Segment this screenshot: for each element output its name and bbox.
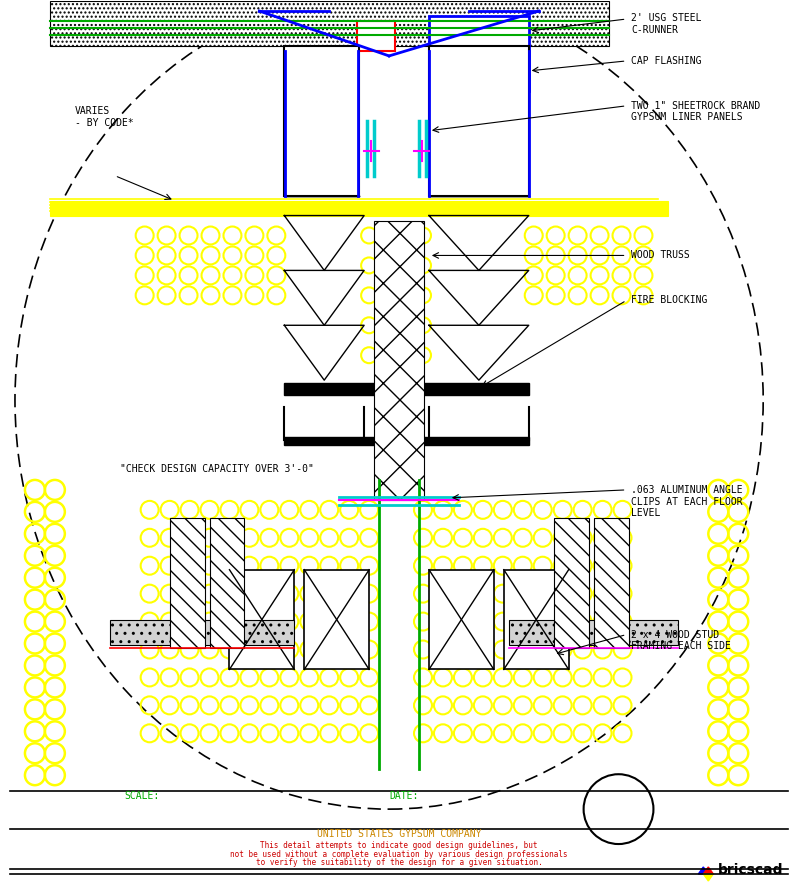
Bar [357,21,395,51]
Bar [429,570,494,670]
Bar [62,200,63,215]
Text: .063 ALUMINUM ANGLE
CLIPS AT EACH FLOOR
LEVEL: .063 ALUMINUM ANGLE CLIPS AT EACH FLOOR … [631,485,743,518]
Bar [170,517,205,648]
Text: VARIES
- BY CODE*: VARIES - BY CODE* [75,106,134,128]
Bar [374,221,424,500]
Bar [54,200,55,215]
Bar [50,1,609,46]
Bar [509,619,678,644]
Text: FIRE BLOCKING: FIRE BLOCKING [631,295,708,306]
Bar [304,570,369,670]
Text: bricscad: bricscad [718,863,784,877]
Bar [284,46,359,196]
Bar [284,437,529,445]
Text: WOOD TRUSS: WOOD TRUSS [631,251,690,260]
Bar [594,517,629,648]
Text: 2' USG STEEL
C-RUNNER: 2' USG STEEL C-RUNNER [631,13,702,35]
Bar [50,200,669,215]
Text: 2 x 4 WOOD STUD
FRAMING EACH SIDE: 2 x 4 WOOD STUD FRAMING EACH SIDE [631,630,731,651]
Bar [58,200,59,215]
Bar [504,570,569,670]
Text: UNITED STATES GYPSUM COMPANY: UNITED STATES GYPSUM COMPANY [317,829,482,839]
Text: "CHECK DESIGN CAPACITY OVER 3'-0": "CHECK DESIGN CAPACITY OVER 3'-0" [120,464,314,474]
Text: not be used without a complete evaluation by various design professionals: not be used without a complete evaluatio… [230,850,568,859]
Bar [52,200,54,215]
Text: CAP FLASHING: CAP FLASHING [631,56,702,66]
Text: to verify the suitability of the design for a given situation.: to verify the suitability of the design … [256,858,542,867]
Bar [210,517,245,648]
Text: SCALE:: SCALE: [125,791,160,801]
Bar [429,16,529,91]
Text: DATE:: DATE: [389,791,418,801]
Bar [56,200,58,215]
Polygon shape [698,867,708,874]
Polygon shape [703,867,714,874]
Bar [429,46,529,196]
Bar [110,619,294,644]
Polygon shape [703,874,714,881]
Bar [230,570,294,670]
Bar [284,383,529,395]
Bar [50,200,51,215]
Bar [64,200,66,215]
Bar [60,200,62,215]
Bar [554,517,589,648]
Text: This detail attempts to indicate good design guidelines, but: This detail attempts to indicate good de… [260,841,538,850]
Text: TWO 1" SHEETROCK BRAND
GYPSUM LINER PANELS: TWO 1" SHEETROCK BRAND GYPSUM LINER PANE… [631,101,761,122]
